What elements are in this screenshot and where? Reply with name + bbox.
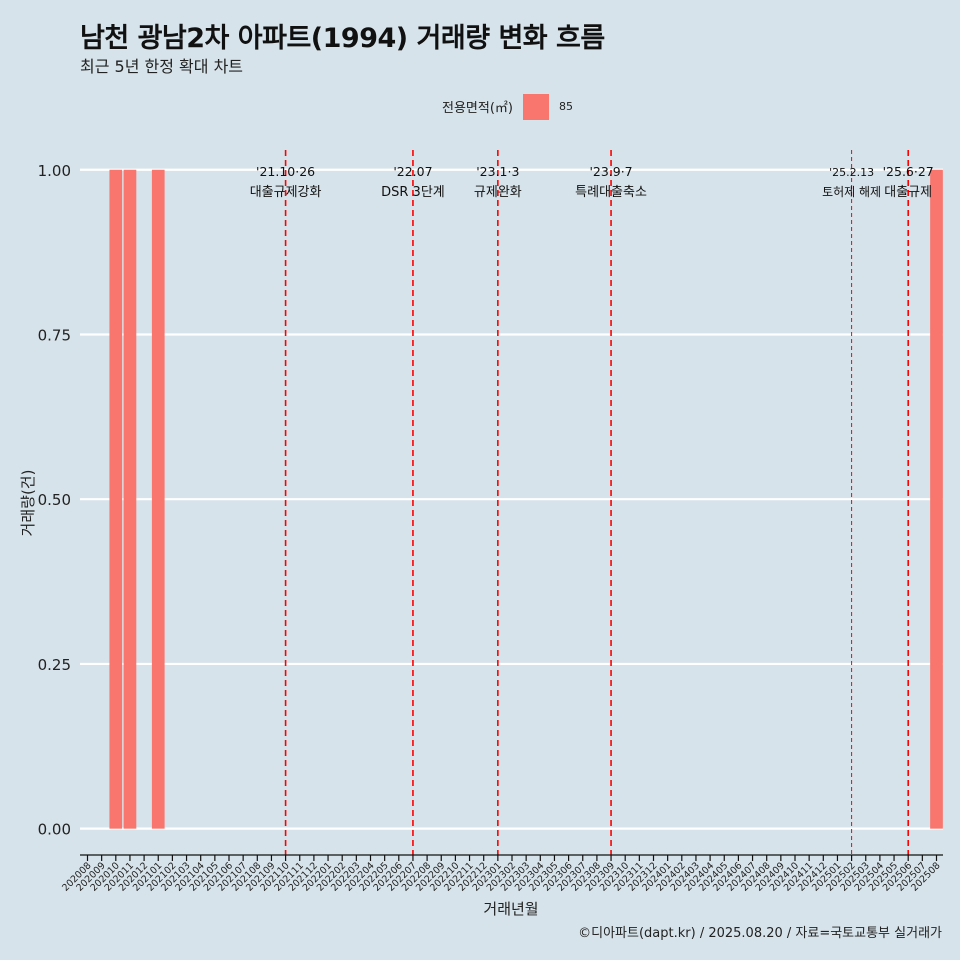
- event-label: 특례대출축소: [575, 185, 647, 200]
- event-label: 규제완화: [474, 185, 522, 200]
- legend-key-85: [522, 93, 549, 120]
- x-axis: 2020082020092020102020112020122021012021…: [60, 854, 943, 894]
- bar-202010: [109, 169, 123, 829]
- y-tick-label: 0.75: [38, 326, 71, 344]
- legend-title: 전용면적(㎡): [442, 101, 513, 116]
- event-date: '25.2.13: [829, 166, 874, 179]
- chart-title: 남천 광남2차 아파트(1994) 거래량 변화 흐름: [80, 23, 605, 54]
- y-tick-label: 0.50: [38, 491, 71, 509]
- y-tick-label: 0.25: [38, 656, 71, 674]
- event-date: '23.1·3: [476, 164, 519, 179]
- event-annotations: '21.10·26 대출규제강화 '22.07 DSR 3단계 '23.1·3 규제완화 '…: [250, 164, 934, 200]
- gridlines: [80, 168, 943, 830]
- y-tick-label: 0.00: [38, 821, 71, 839]
- legend-label-85: 85: [558, 100, 573, 113]
- bars: [109, 169, 943, 829]
- event-date: '22.07: [393, 164, 432, 179]
- event-date: '25.6·27: [883, 164, 934, 179]
- y-axis: 0.00 0.25 0.50 0.75 1.00: [38, 162, 71, 839]
- legend: 전용면적(㎡) 85: [442, 93, 573, 120]
- event-label: 토허제 해제: [822, 185, 881, 199]
- bar-202508: [930, 169, 943, 829]
- event-label: 대출규제: [884, 185, 932, 200]
- y-tick-label: 1.00: [38, 162, 71, 180]
- chart-subtitle: 최근 5년 한정 확대 차트: [80, 57, 244, 76]
- bar-202101: [151, 169, 165, 829]
- source-caption: ©디아파트(dapt.kr) / 2025.08.20 / 자료=국토교통부 실…: [578, 926, 942, 941]
- event-label: 대출규제강화: [250, 185, 322, 200]
- event-date: '23.9·7: [589, 164, 632, 179]
- event-date: '21.10·26: [256, 164, 315, 179]
- y-axis-label: 거래량(건): [19, 470, 37, 537]
- bar-202011: [123, 169, 137, 829]
- x-axis-label: 거래년월: [483, 900, 538, 918]
- event-label: DSR 3단계: [381, 185, 445, 200]
- event-lines: [284, 150, 910, 855]
